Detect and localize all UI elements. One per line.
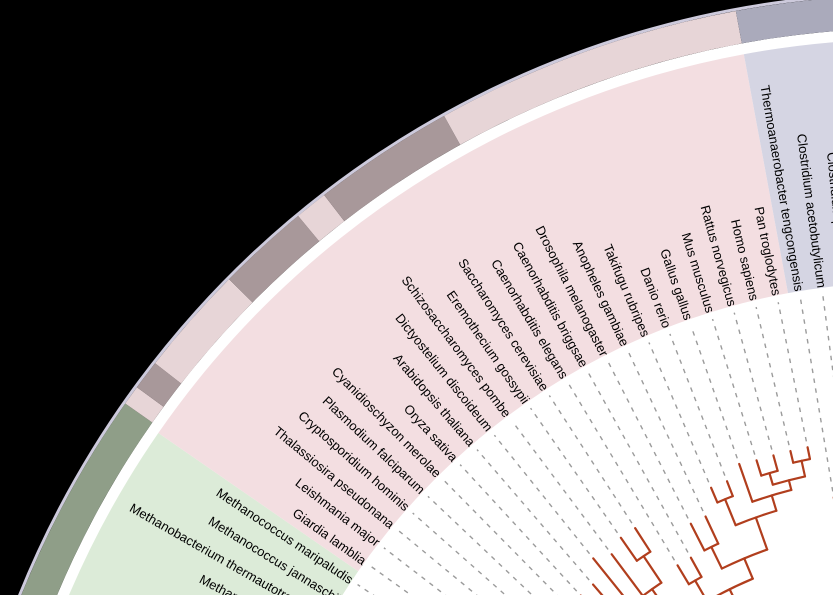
- tree-branch: [592, 557, 625, 595]
- leaf-guide-line: [459, 464, 578, 592]
- tree-branch: [689, 522, 706, 552]
- tree-branch: [743, 557, 754, 580]
- tree-branch: [642, 555, 663, 584]
- leaf-guide-line: [755, 306, 790, 446]
- tree-branch: [634, 527, 652, 553]
- tree-branch: [709, 486, 719, 504]
- leaf-guide-line: [733, 312, 773, 450]
- tree-branch: [619, 536, 638, 562]
- leaf-guide-line: [799, 297, 833, 492]
- tree-branch: [768, 472, 774, 486]
- tree-branch: [800, 459, 807, 478]
- leaf-guide-line: [690, 325, 738, 459]
- leaf-guide-line: [511, 420, 609, 550]
- leaf-guide-line: [587, 371, 689, 553]
- leaf-guide-line: [777, 302, 808, 442]
- tree-branch: [789, 449, 795, 464]
- tree-branch: [755, 459, 763, 477]
- tree-branch: [754, 516, 769, 551]
- ring-segment-6[interactable]: [324, 115, 461, 222]
- tree-branch: [610, 553, 644, 595]
- tree-branch: [704, 515, 720, 545]
- tree-branch: [787, 479, 793, 492]
- ring-segment-4[interactable]: [229, 215, 320, 303]
- tree-branch: [689, 556, 703, 579]
- leaf-guide-line: [412, 512, 507, 595]
- tree-branch: [806, 446, 812, 461]
- leaf-guide-line: [427, 495, 534, 595]
- tree-branch: [694, 579, 705, 595]
- tree-branch: [772, 454, 779, 472]
- ring-segment-3[interactable]: [155, 279, 253, 384]
- leaf-guide-line: [370, 565, 413, 595]
- leaf-guide-line: [397, 529, 478, 595]
- leaf-guide-line: [822, 294, 833, 378]
- tree-branch: [738, 462, 754, 503]
- domain-sector-archaea[interactable]: [16, 433, 359, 595]
- ring-segment-1[interactable]: [125, 387, 164, 423]
- tree-branch: [770, 494, 778, 512]
- domain-sector-bacteria[interactable]: [743, 39, 833, 294]
- leaf-guide-line: [567, 383, 676, 561]
- tree-branch: [676, 564, 690, 586]
- tree-branch: [710, 545, 723, 570]
- ring-segment-0[interactable]: [0, 403, 153, 595]
- leaf-guide-line: [711, 318, 756, 455]
- tree-branch: [723, 498, 737, 527]
- domain-sector-eukaryota[interactable]: [158, 54, 789, 572]
- ring-segment-7[interactable]: [444, 10, 742, 145]
- leaf-guide-line: [476, 449, 590, 581]
- ring-segment-2[interactable]: [136, 363, 182, 407]
- leaf-guide-line: [383, 547, 447, 595]
- tree-branch: [725, 480, 734, 498]
- ring-segment-5[interactable]: [298, 195, 345, 242]
- tree-branch: [591, 583, 604, 595]
- tree-branch: [728, 588, 734, 595]
- ring-segment-8[interactable]: [735, 0, 833, 44]
